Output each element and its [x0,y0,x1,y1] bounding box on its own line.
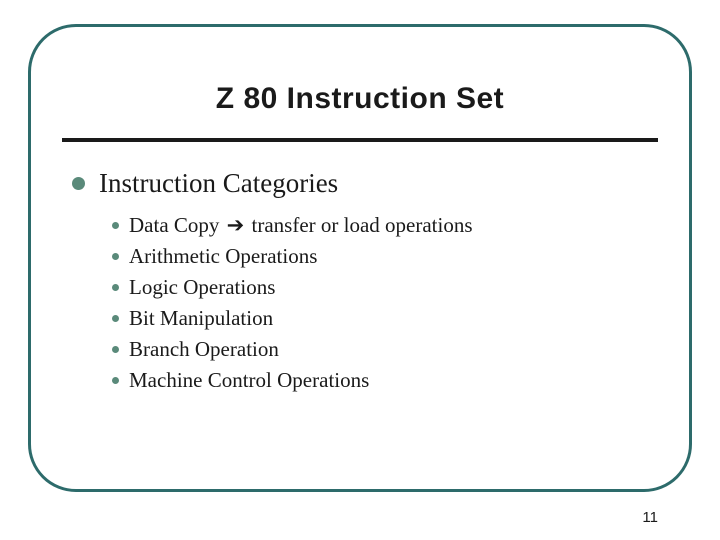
dot-bullet-icon [112,346,119,353]
arrow-icon: ➔ [225,213,247,238]
list-item: Bit Manipulation [112,306,662,331]
dot-bullet-icon [112,284,119,291]
list-item-text: Arithmetic Operations [129,244,317,269]
slide-title: Z 80 Instruction Set [0,82,720,116]
title-underline [62,138,658,142]
list-item: Branch Operation [112,337,662,362]
list-item: Arithmetic Operations [112,244,662,269]
list-item: Data Copy ➔ transfer or load operations [112,213,662,238]
list-item-text: Bit Manipulation [129,306,273,331]
list-item-text: Branch Operation [129,337,279,362]
list-item-text: Machine Control Operations [129,368,369,393]
list-item: Logic Operations [112,275,662,300]
disc-bullet-icon [72,177,85,190]
dot-bullet-icon [112,253,119,260]
list-item-text: Logic Operations [129,275,275,300]
list-item: Machine Control Operations [112,368,662,393]
dot-bullet-icon [112,377,119,384]
dot-bullet-icon [112,222,119,229]
content-section: Instruction Categories Data Copy ➔ trans… [72,168,662,393]
list-item-text: Data Copy ➔ transfer or load operations [129,213,473,238]
sub-list: Data Copy ➔ transfer or load operations … [112,213,662,393]
section-heading: Instruction Categories [99,168,338,199]
page-number: 11 [642,509,658,526]
section-header: Instruction Categories [72,168,662,199]
dot-bullet-icon [112,315,119,322]
